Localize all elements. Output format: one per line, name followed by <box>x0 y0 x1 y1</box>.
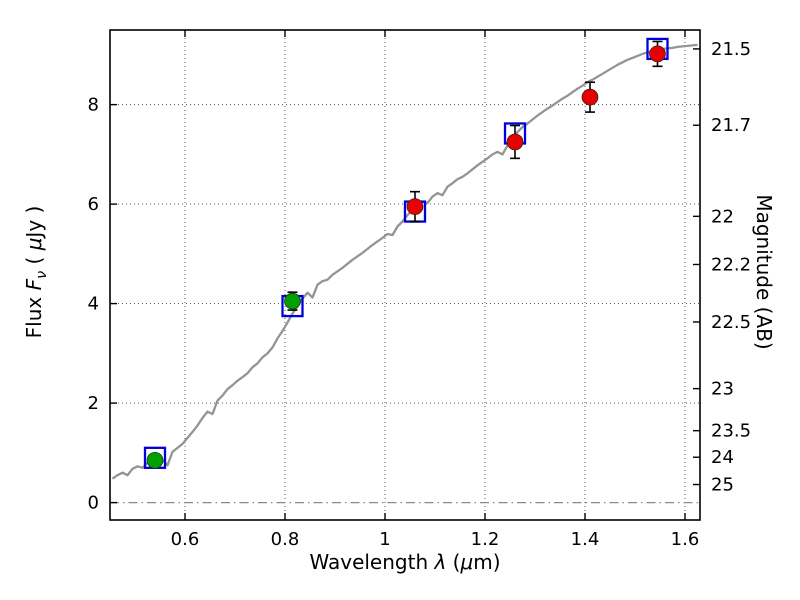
lambda-symbol: λ <box>434 550 447 574</box>
y-axis-label-right: Magnitude (AB) <box>752 194 776 350</box>
flux-label-text: Flux <box>22 290 46 339</box>
grid-layer <box>110 30 700 520</box>
y-tick-label-left: 8 <box>88 95 99 116</box>
magnitude-tick-label: 21.5 <box>711 39 751 60</box>
x-tick-label: 1 <box>379 529 390 550</box>
x-axis-label-text: Wavelength <box>309 550 435 574</box>
magnitude-tick-label: 21.7 <box>711 115 751 136</box>
axes-frame <box>109 29 701 521</box>
mu-symbol: μ <box>460 550 474 574</box>
x-tick-label: 0.8 <box>271 529 300 550</box>
x-axis-label: Wavelength λ (μm) <box>309 550 501 574</box>
y-tick-label-left: 6 <box>88 194 99 215</box>
photometry-point <box>146 451 164 469</box>
model-spectrum-layer <box>111 43 698 480</box>
photometry-point <box>284 292 301 310</box>
model-spectrum-line <box>111 43 698 480</box>
x-tick-label: 1.6 <box>671 529 700 550</box>
magnitude-tick-label: 22.2 <box>711 254 751 275</box>
magnitude-tick-label: 22 <box>711 206 734 227</box>
magnitude-tick-label: 24 <box>711 447 734 468</box>
nu-subscript: ν <box>34 270 50 279</box>
y-tick-label-left: 0 <box>88 493 99 514</box>
tick-layer <box>110 30 700 520</box>
magnitude-tick-label: 23.5 <box>711 421 751 442</box>
photometry-point <box>581 88 599 106</box>
tick-label-layer: 0.6 0.8 1 1.2 1.4 1.60246821.521.72222.222.52… <box>88 39 752 550</box>
photometry-point <box>506 133 524 151</box>
magnitude-tick-label: 22.5 <box>711 312 751 333</box>
flux-symbol: F <box>22 278 46 291</box>
y-tick-label-left: 2 <box>88 393 99 414</box>
photometry-point <box>649 45 666 63</box>
mu-symbol-2: μ <box>22 237 46 251</box>
y-tick-label-left: 4 <box>88 294 99 315</box>
observed-photometry-layer <box>146 40 666 469</box>
magnitude-tick-label: 23 <box>711 379 734 400</box>
photometry-point <box>406 198 424 215</box>
x-tick-label: 0.6 <box>171 529 200 550</box>
magnitude-tick-label: 25 <box>711 475 734 496</box>
x-tick-label: 1.4 <box>571 529 600 550</box>
y-axis-label-left: Flux Fν ( μJy ) <box>22 205 50 339</box>
x-tick-label: 1.2 <box>471 529 500 550</box>
